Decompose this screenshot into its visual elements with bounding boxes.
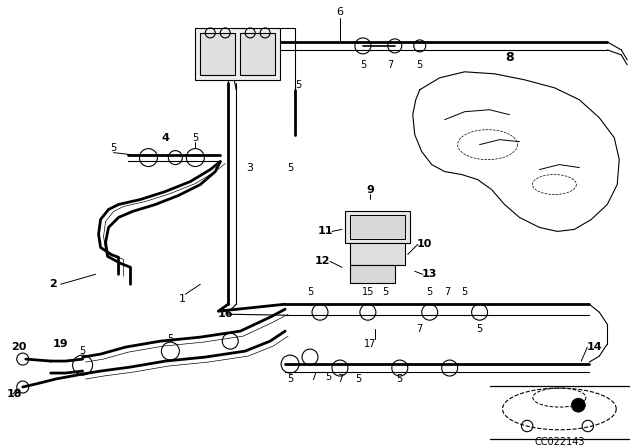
Text: 6: 6 [337,7,344,17]
Text: 16: 16 [218,309,233,319]
Text: 17: 17 [364,339,376,349]
Text: 5: 5 [360,60,366,70]
Text: 7: 7 [445,287,451,297]
Text: 7: 7 [417,324,423,334]
Text: 4: 4 [161,133,170,142]
Text: 2: 2 [49,279,56,289]
Text: 7: 7 [387,60,393,70]
Text: 5: 5 [79,346,86,356]
Bar [345,211,410,243]
Text: 20: 20 [11,342,26,352]
Text: 11: 11 [317,226,333,237]
Text: 8: 8 [505,52,514,65]
Text: 9: 9 [366,185,374,194]
Text: 5: 5 [417,60,423,70]
Text: CC022143: CC022143 [534,437,584,447]
Bar [195,28,280,80]
Text: 7: 7 [337,374,343,384]
Text: 15: 15 [362,287,374,297]
Text: 5: 5 [167,334,173,344]
Text: 1: 1 [179,294,186,304]
Text: 18: 18 [7,389,22,399]
Text: 5: 5 [325,372,331,382]
Text: 5: 5 [427,287,433,297]
Text: 5: 5 [476,324,483,334]
Text: 7: 7 [310,372,316,382]
Bar [350,265,395,283]
Text: 5: 5 [287,163,293,172]
Text: 5: 5 [381,287,388,297]
Text: 5: 5 [307,287,313,297]
Text: 5: 5 [111,142,116,153]
Bar [240,33,275,75]
Bar [350,243,404,265]
Text: 5: 5 [397,374,403,384]
Text: 3: 3 [246,163,253,172]
Circle shape [572,398,586,412]
Text: 5: 5 [355,374,361,384]
Bar [350,215,404,239]
Text: 14: 14 [586,342,602,352]
Text: 5: 5 [461,287,468,297]
Bar [200,33,236,75]
Text: 13: 13 [422,269,437,279]
Text: 10: 10 [417,239,433,250]
Text: 19: 19 [53,339,68,349]
Text: 5: 5 [295,80,301,90]
Text: 5: 5 [287,374,293,384]
Text: 12: 12 [314,256,330,266]
Text: 5: 5 [192,133,198,142]
